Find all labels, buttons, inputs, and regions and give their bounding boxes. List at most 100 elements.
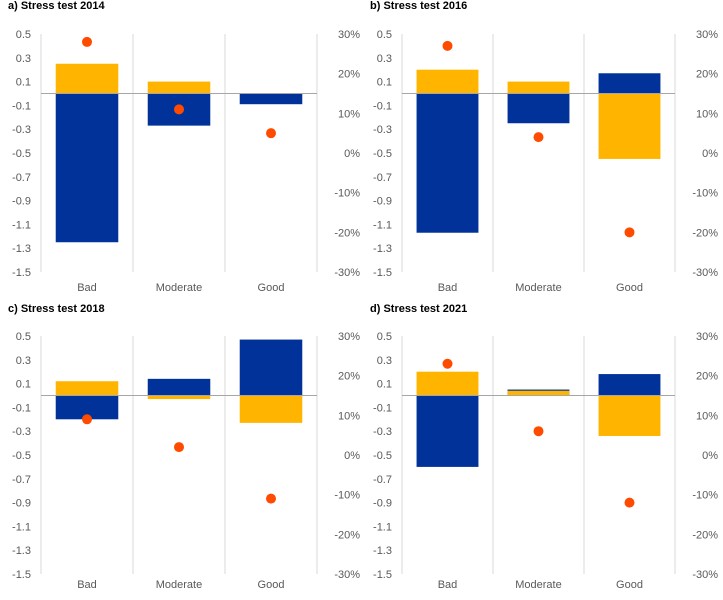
y2-tick-label: 10% bbox=[696, 108, 718, 120]
dot-marker bbox=[174, 442, 184, 453]
y-tick-label: -1.5 bbox=[12, 267, 31, 279]
y2-tick-label: 20% bbox=[696, 69, 718, 81]
y2-tick-label: -10% bbox=[692, 188, 718, 200]
panel-title: c) Stress test 2018 bbox=[8, 303, 105, 315]
blue-bar bbox=[55, 93, 119, 243]
y-tick-label: -1.1 bbox=[12, 521, 31, 533]
y2-tick-label: 30% bbox=[338, 29, 360, 41]
y2-tick-label: 20% bbox=[338, 69, 360, 81]
y-tick-label: -0.3 bbox=[373, 124, 392, 136]
y-tick-label: 0.5 bbox=[377, 331, 392, 343]
category-label: Bad bbox=[77, 282, 97, 294]
dot-marker bbox=[533, 132, 544, 143]
blue-bar bbox=[416, 93, 479, 233]
category-label: Moderate bbox=[156, 282, 202, 294]
y-tick-label: -1.5 bbox=[373, 569, 392, 581]
dot-marker bbox=[266, 128, 276, 139]
dot-marker bbox=[82, 414, 92, 425]
y-tick-label: 0.1 bbox=[16, 77, 31, 89]
blue-bar bbox=[598, 73, 661, 94]
y-tick-label: -0.5 bbox=[373, 450, 392, 462]
y-tick-label: -0.3 bbox=[12, 124, 31, 136]
yellow-bar bbox=[416, 371, 479, 396]
yellow-bar bbox=[147, 81, 211, 94]
category-label: Bad bbox=[77, 579, 97, 591]
y2-tick-label: -30% bbox=[692, 569, 718, 581]
y-tick-label: 0.1 bbox=[377, 379, 392, 391]
y-tick-label: -0.1 bbox=[12, 402, 31, 414]
yellow-bar bbox=[598, 93, 661, 159]
dot-marker bbox=[624, 497, 635, 508]
yellow-bar bbox=[598, 395, 661, 436]
y2-tick-label: -20% bbox=[334, 529, 360, 541]
y2-tick-label: -20% bbox=[692, 529, 718, 541]
yellow-bar bbox=[55, 63, 119, 94]
y2-tick-label: 30% bbox=[696, 29, 718, 41]
panel-stress-test-2016: b) Stress test 2016 0.5 0.3 0.1 -0.1 -0.3 -0.… bbox=[362, 0, 723, 300]
y-tick-label: 0.3 bbox=[16, 53, 31, 65]
panel-title: b) Stress test 2016 bbox=[370, 0, 468, 12]
chart-svg: 0.5 0.3 0.1 -0.1 -0.3 -0.5 -0.7 -0.9 -1.1 -1.3 -1.… bbox=[373, 331, 718, 591]
y2-tick-label: 0% bbox=[702, 450, 718, 462]
dot-marker bbox=[442, 40, 453, 51]
y-tick-label: -0.5 bbox=[373, 148, 392, 160]
y-tick-label: -0.7 bbox=[373, 474, 392, 486]
panel-title: a) Stress test 2014 bbox=[8, 0, 105, 12]
yellow-bar bbox=[55, 381, 119, 396]
y2-tick-label: 20% bbox=[338, 371, 360, 383]
y-tick-label: 0.1 bbox=[16, 379, 31, 391]
y2-tick-label: 0% bbox=[344, 148, 360, 160]
y2-tick-label: 10% bbox=[696, 410, 718, 422]
category-label: Bad bbox=[438, 579, 458, 591]
y2-tick-label: 0% bbox=[702, 148, 718, 160]
y-tick-label: -0.7 bbox=[373, 172, 392, 184]
category-label: Bad bbox=[438, 282, 458, 294]
y-tick-label: -1.1 bbox=[373, 521, 392, 533]
blue-bar bbox=[598, 374, 661, 396]
panel-stress-test-2021: d) Stress test 2021 0.5 0.3 0.1 -0.1 -0.3 -0.… bbox=[362, 303, 723, 600]
category-label: Good bbox=[616, 282, 643, 294]
y-tick-label: -0.1 bbox=[12, 100, 31, 112]
blue-bar bbox=[55, 395, 119, 420]
y2-tick-label: -10% bbox=[334, 188, 360, 200]
blue-bar bbox=[239, 339, 303, 396]
y2-tick-label: -10% bbox=[334, 490, 360, 502]
y-tick-label: -1.5 bbox=[373, 267, 392, 279]
y-tick-label: -0.1 bbox=[373, 402, 392, 414]
y-tick-label: 0.5 bbox=[16, 331, 31, 343]
y-tick-label: -0.9 bbox=[12, 498, 31, 510]
yellow-bar bbox=[507, 81, 570, 94]
y-tick-label: -0.9 bbox=[12, 196, 31, 208]
y-tick-label: 0.5 bbox=[377, 29, 392, 41]
panel-title: d) Stress test 2021 bbox=[370, 303, 468, 315]
yellow-bar bbox=[416, 69, 479, 94]
dot-marker bbox=[82, 36, 92, 47]
y2-tick-label: 20% bbox=[696, 371, 718, 383]
y-tick-label: -1.3 bbox=[12, 243, 31, 255]
y-tick-label: 0.5 bbox=[16, 29, 31, 41]
y-tick-label: 0.1 bbox=[377, 77, 392, 89]
y-tick-label: 0.3 bbox=[377, 53, 392, 65]
y2-tick-label: 10% bbox=[338, 410, 360, 422]
y-tick-label: -0.5 bbox=[12, 450, 31, 462]
yellow-bar bbox=[239, 395, 303, 423]
y2-tick-label: 0% bbox=[344, 450, 360, 462]
y-tick-label: -0.3 bbox=[373, 426, 392, 438]
y-tick-label: -0.9 bbox=[373, 498, 392, 510]
dot-marker bbox=[266, 493, 276, 504]
y2-tick-label: -30% bbox=[334, 267, 360, 279]
y-tick-label: 0.3 bbox=[16, 355, 31, 367]
category-label: Good bbox=[258, 579, 285, 591]
panel-stress-test-2014: a) Stress test 2014 0.5 0.3 0.1 -0.1 -0.3 -0.… bbox=[0, 0, 362, 300]
y2-tick-label: -30% bbox=[692, 267, 718, 279]
category-label: Good bbox=[616, 579, 643, 591]
chart-svg: 0.5 0.3 0.1 -0.1 -0.3 -0.5 -0.7 -0.9 -1.1 -1.3 -1.… bbox=[12, 331, 360, 591]
chart-svg: 0.5 0.3 0.1 -0.1 -0.3 -0.5 -0.7 -0.9 -1.1 -1.3 -1.… bbox=[373, 29, 718, 294]
dot-marker bbox=[533, 426, 544, 437]
blue-bar bbox=[147, 378, 211, 396]
chart-svg: 0.5 0.3 0.1 -0.1 -0.3 -0.5 -0.7 -0.9 -1.1 -1.3 -1.… bbox=[12, 29, 360, 294]
category-label: Good bbox=[258, 282, 285, 294]
yellow-bar bbox=[507, 390, 570, 396]
panel-stress-test-2018: c) Stress test 2018 0.5 0.3 0.1 -0.1 -0.3 -0.… bbox=[0, 303, 362, 600]
